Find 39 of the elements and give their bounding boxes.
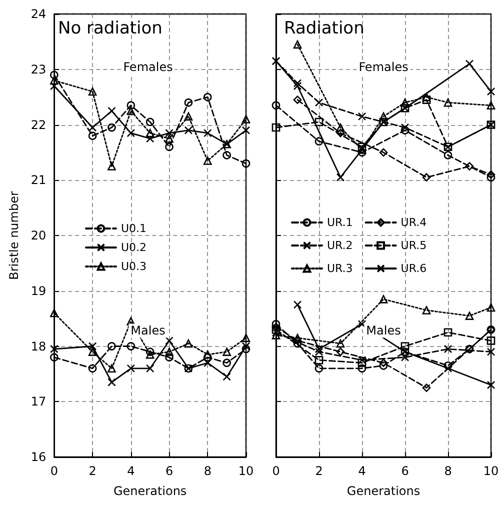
x-tick-label: 10 xyxy=(238,464,254,478)
legend-label: U0.3 xyxy=(121,260,147,273)
legend-label: UR.6 xyxy=(400,262,427,275)
y-tick-label: 21 xyxy=(30,173,46,188)
legend-label: UR.5 xyxy=(400,239,427,252)
x-tick-label: 4 xyxy=(358,464,366,478)
x-tick-label: 4 xyxy=(127,464,135,478)
chart-title: No radiation xyxy=(58,18,162,38)
annotation: Males xyxy=(130,324,166,338)
y-tick-label: 22 xyxy=(30,118,46,132)
x-tick-label: 8 xyxy=(204,464,212,478)
y-tick-label: 18 xyxy=(30,339,46,354)
x-tick-label: 10 xyxy=(483,464,499,478)
annotation: Females xyxy=(358,60,408,74)
x-axis-title: Generations xyxy=(346,484,420,498)
legend-label: UR.1 xyxy=(327,216,353,229)
y-tick-label: 23 xyxy=(30,62,46,76)
legend-label: UR.4 xyxy=(400,216,427,229)
y-tick-label: 24 xyxy=(30,7,46,21)
x-tick-label: 8 xyxy=(444,464,452,478)
y-tick-label: 19 xyxy=(30,284,46,298)
x-tick-label: 6 xyxy=(401,464,409,478)
y-tick-label: 16 xyxy=(30,450,46,464)
y-axis-title: Bristle number xyxy=(7,191,21,280)
legend-label: U0.2 xyxy=(121,241,147,254)
legend-label: UR.2 xyxy=(327,239,353,252)
legend-label: UR.3 xyxy=(327,262,353,275)
x-tick-label: 2 xyxy=(315,464,323,478)
chart-title: Radiation xyxy=(284,18,364,38)
x-tick-label: 0 xyxy=(272,464,280,478)
x-tick-label: 2 xyxy=(88,464,96,478)
annotation: Females xyxy=(123,60,173,74)
x-tick-label: 0 xyxy=(50,464,58,478)
y-tick-label: 20 xyxy=(30,228,46,242)
legend-label: U0.1 xyxy=(121,222,147,235)
y-tick-label: 17 xyxy=(30,394,46,409)
x-axis-title: Generations xyxy=(113,484,187,498)
annotation: Males xyxy=(366,324,401,338)
x-tick-label: 6 xyxy=(165,464,174,478)
